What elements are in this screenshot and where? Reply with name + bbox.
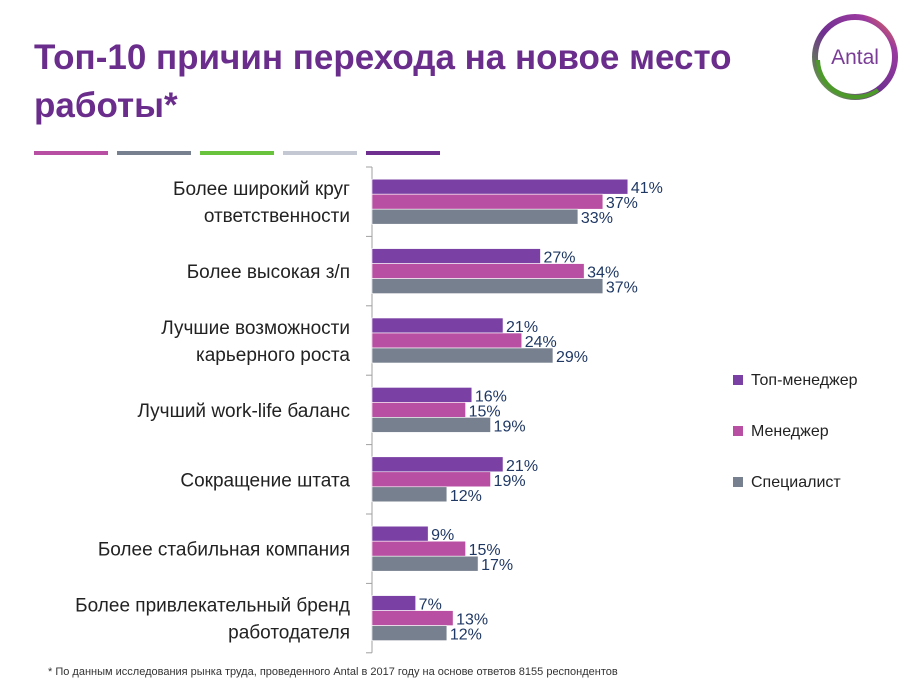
bar	[371, 456, 504, 473]
stripe	[34, 151, 108, 155]
bar	[371, 486, 448, 503]
legend-label: Менеджер	[751, 423, 829, 440]
category-label: карьерного роста	[196, 345, 350, 366]
bar	[371, 595, 416, 611]
category-label: Лучшие возможности	[161, 318, 350, 339]
category-label: Лучший work-life баланс	[138, 401, 351, 422]
decorative-stripes	[34, 151, 440, 155]
bar	[371, 417, 491, 433]
bar	[371, 248, 541, 264]
data-label: 21%	[506, 319, 538, 336]
bar	[371, 625, 448, 641]
category-label: Более привлекательный бренд	[75, 596, 350, 617]
bar-chart: Более широкий кругответственности41%37%3…	[75, 166, 858, 654]
bar	[371, 278, 604, 294]
footnote: * По данным исследования рынка труда, пр…	[48, 666, 618, 678]
data-label: 21%	[506, 458, 538, 475]
bar	[371, 402, 466, 418]
data-label: 29%	[556, 349, 588, 366]
data-label: 41%	[631, 180, 663, 197]
bar	[371, 347, 554, 364]
stripe	[200, 151, 274, 155]
page-title: Топ-10 причин перехода на новое место ра…	[34, 38, 732, 125]
legend-label: Специалист	[751, 474, 841, 491]
category-label: работодателя	[228, 623, 350, 644]
logo-text: Antal	[831, 46, 879, 69]
bar	[371, 193, 604, 210]
data-label: 37%	[606, 280, 638, 297]
category-label: Сокращение штата	[180, 470, 350, 491]
legend-label: Топ-менеджер	[751, 372, 858, 389]
data-label: 15%	[469, 542, 501, 559]
category-label: Более высокая з/п	[187, 262, 350, 283]
stripe	[283, 151, 357, 155]
bar	[371, 540, 466, 557]
data-label: 19%	[494, 418, 526, 435]
bar	[371, 387, 473, 403]
data-label: 33%	[581, 210, 613, 227]
category-label: ответственности	[204, 206, 350, 227]
data-label: 19%	[494, 473, 526, 490]
data-label: 12%	[450, 627, 482, 644]
data-label: 27%	[543, 250, 575, 267]
bar	[371, 525, 429, 542]
data-label: 24%	[525, 334, 557, 351]
antal-logo: Antal	[812, 14, 898, 100]
bar	[371, 555, 479, 572]
legend-swatch	[733, 477, 743, 487]
data-label: 17%	[481, 557, 513, 574]
bar	[371, 263, 585, 279]
data-label: 7%	[419, 597, 442, 614]
data-label: 34%	[587, 265, 619, 282]
stripe	[117, 151, 191, 155]
bar	[371, 178, 629, 195]
bar	[371, 610, 454, 626]
category-label: Более стабильная компания	[98, 540, 350, 561]
bar	[371, 317, 504, 334]
data-label: 9%	[431, 527, 454, 544]
category-label: Более широкий круг	[173, 179, 350, 200]
bar	[371, 471, 491, 488]
stripe	[366, 151, 440, 155]
data-label: 15%	[469, 403, 501, 420]
bar	[371, 208, 579, 225]
data-label: 16%	[475, 388, 507, 405]
data-label: 12%	[450, 488, 482, 505]
data-label: 13%	[456, 612, 488, 629]
data-label: 37%	[606, 195, 638, 212]
bar	[371, 332, 523, 349]
legend-swatch	[733, 375, 743, 385]
legend-swatch	[733, 426, 743, 436]
